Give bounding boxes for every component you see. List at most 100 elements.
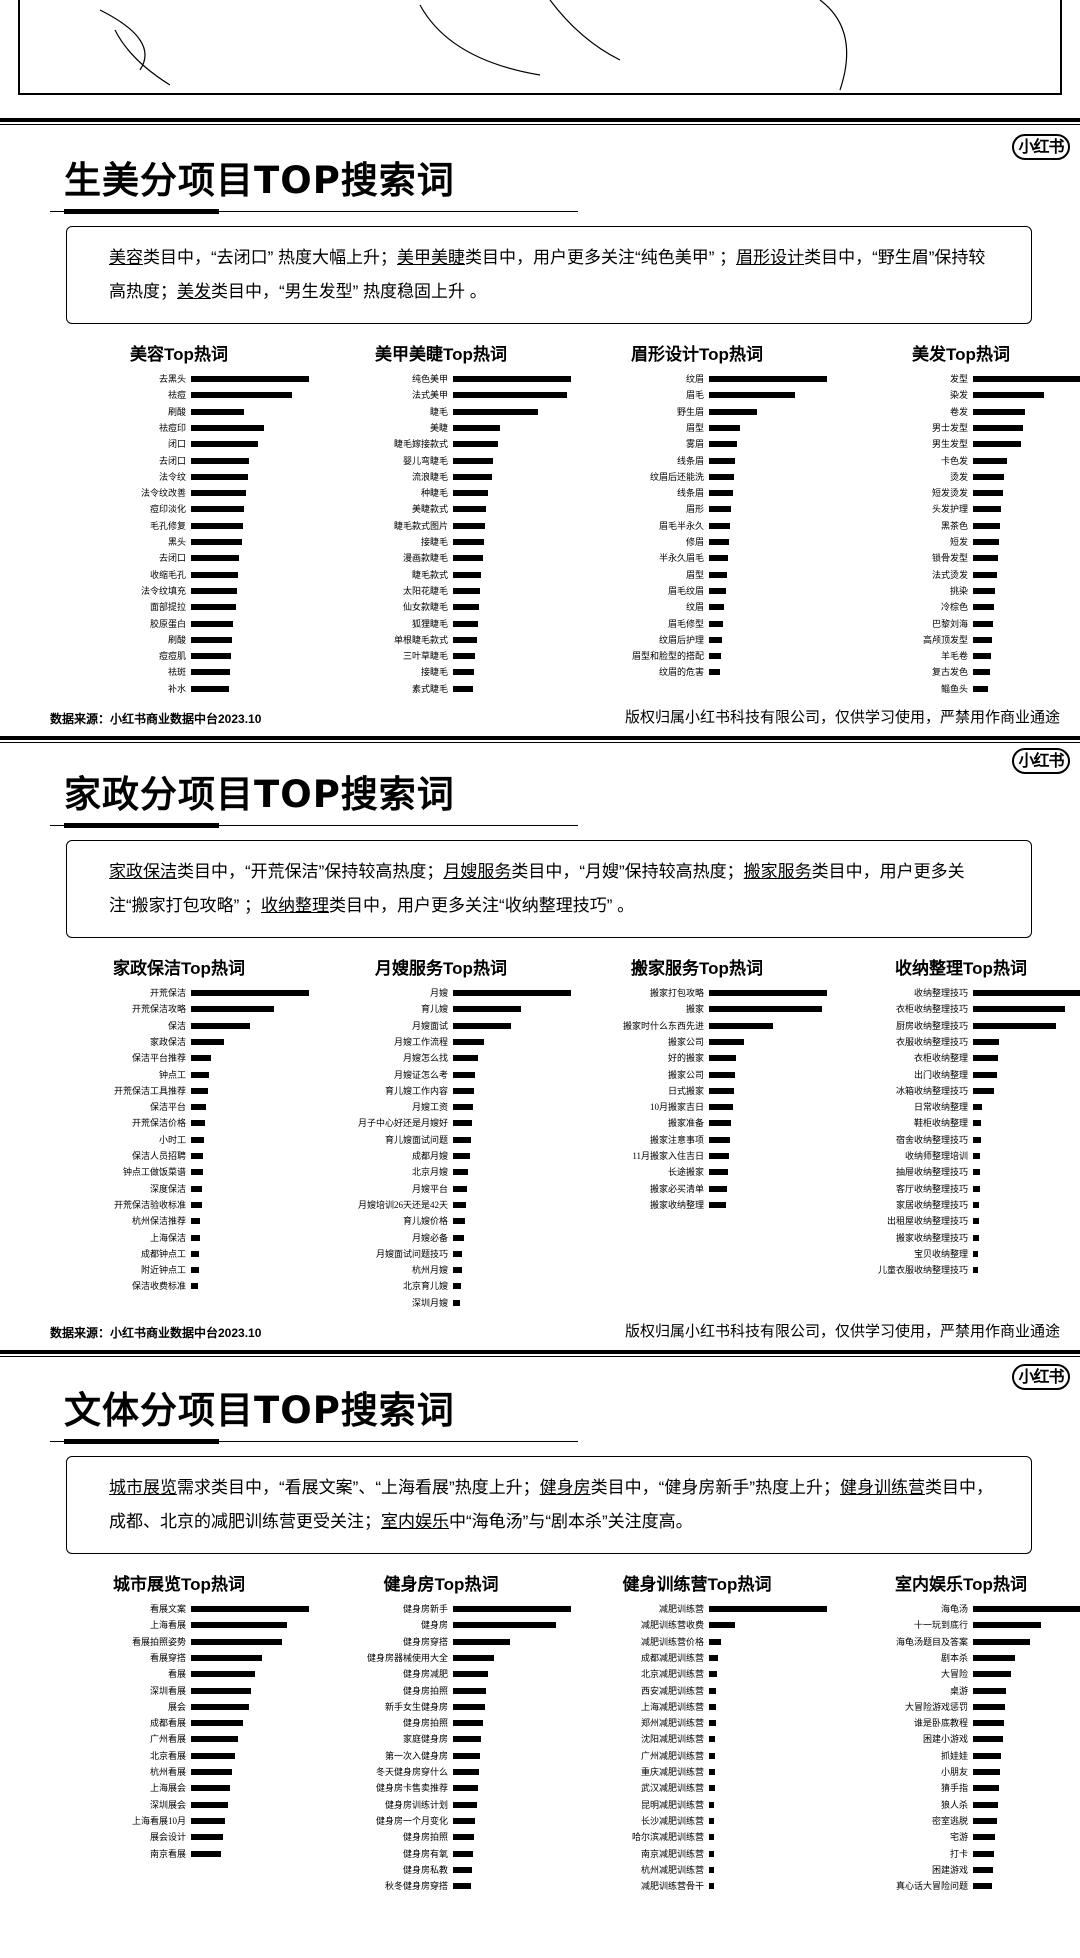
chart-row: 纯色美甲 [310, 372, 572, 386]
chart-row: 月嫂 [310, 986, 572, 1000]
keyword-label: 健身房有氧 [402, 1848, 448, 1859]
heat-bar [453, 1834, 475, 1841]
category-keyword: 健身训练营 [839, 1478, 925, 1497]
chart-row: 健身房器械使用大全 [310, 1651, 572, 1665]
chart-row: 睫毛款式图片 [310, 519, 572, 533]
heat-bar [709, 1104, 733, 1111]
summary-text: 需求类目中，“看展文案”、“上海看展”热度上升； [177, 1478, 540, 1497]
keyword-label: 日式搬家 [667, 1085, 704, 1096]
chart-row: 法式烫发 [830, 568, 1080, 582]
chart-row: 补水 [48, 682, 310, 696]
heat-bar [973, 1087, 995, 1094]
keyword-label: 钟点工做饭菜谱 [122, 1167, 186, 1178]
heat-bar [453, 408, 538, 415]
chart-row: 上海看展10月 [48, 1814, 310, 1828]
data-source-note: 数据来源：小红书商业数据中台2023.10 [50, 1326, 262, 1340]
summary-text: 类目中，用户更多关注“纯色美甲” ； [465, 248, 737, 267]
xiaohongshu-logo: 小红书 [1012, 1364, 1070, 1390]
heat-bar [973, 424, 1023, 431]
chart-row: 纹眉后还能洗 [566, 470, 828, 484]
chart-row: 鞋柜收纳整理 [830, 1116, 1080, 1130]
heat-bar [453, 587, 481, 594]
keyword-label: 宿舍收纳整理技巧 [895, 1134, 968, 1145]
keyword-label: 健身房训练计划 [384, 1799, 448, 1810]
heat-bar [191, 1687, 252, 1694]
keyword-label: 婴儿弯睫毛 [402, 455, 448, 466]
keyword-label: 看展拍照姿势 [131, 1636, 186, 1647]
heat-bar [709, 1638, 721, 1645]
chart-row: 狐狸睫毛 [310, 617, 572, 631]
chart-row: 狼人杀 [830, 1798, 1080, 1812]
summary-text: 类目中，“月嫂”保持较高热度； [511, 862, 744, 881]
chart-row: 搬家必买清单 [566, 1182, 828, 1196]
chart-row: 野生眉 [566, 405, 828, 419]
keyword-label: 客厅收纳整理技巧 [895, 1183, 968, 1194]
chart-row: 眉型 [566, 568, 828, 582]
heat-bar [709, 620, 724, 627]
heat-bar [973, 1218, 979, 1225]
heat-bar [191, 1654, 262, 1661]
keyword-label: 南京看展 [149, 1848, 186, 1859]
keyword-label: 眉毛 [685, 390, 704, 401]
keyword-label: 儿童衣服收纳整理技巧 [877, 1265, 968, 1276]
keyword-label: 困建小游戏 [922, 1734, 968, 1745]
keyword-label: 新手女生健身房 [384, 1701, 448, 1712]
keyword-label: 宅游 [949, 1832, 968, 1843]
chart-row: 宝贝收纳整理 [830, 1247, 1080, 1261]
heat-bar [453, 1687, 487, 1694]
heat-bar [453, 555, 483, 562]
keyword-label: 宝贝收纳整理 [913, 1248, 968, 1259]
keyword-label: 减肥训练营收费 [640, 1620, 704, 1631]
chart-row: 搬家收纳整理 [566, 1198, 828, 1212]
chart-row: 闭口 [48, 437, 310, 451]
keyword-label: 冷棕色 [940, 602, 968, 613]
keyword-label: 短发烫发 [931, 488, 968, 499]
keyword-label: 健身房卡售卖推荐 [375, 1783, 448, 1794]
section-divider [0, 118, 1080, 125]
heat-bar [453, 1883, 471, 1890]
title-accent-bar [64, 209, 219, 214]
keyword-label: 搬家 [685, 1004, 704, 1015]
chart-row: 育儿嫂面试问题 [310, 1133, 572, 1147]
keyword-label: 育儿嫂 [420, 1004, 448, 1015]
keyword-label: 开荒保洁工具推荐 [113, 1085, 186, 1096]
xiaohongshu-logo: 小红书 [1012, 748, 1070, 774]
chart-row: 祛痘印 [48, 421, 310, 435]
chart-row: 刷酸 [48, 633, 310, 647]
keyword-chart-4: 室内娱乐Top热词 海龟汤 十一玩到底行 海龟汤题目及答案 剧本杀 大冒险 桌游 大冒险游戏惩… [830, 1570, 1080, 1930]
keyword-label: 成都钟点工 [140, 1248, 186, 1259]
summary-box: 家政保洁类目中，“开荒保洁”保持较高热度；月嫂服务类目中，“月嫂”保持较高热度；… [66, 840, 1032, 938]
keyword-label: 眉毛修型 [667, 618, 704, 629]
heat-bar [453, 1299, 461, 1306]
keyword-label: 月嫂 [429, 988, 448, 998]
keyword-label: 纯色美甲 [411, 374, 448, 384]
heat-bar [453, 457, 494, 464]
keyword-label: 鲻鱼头 [940, 683, 968, 694]
category-keyword: 眉形设计 [736, 248, 805, 267]
chart-row: 搬家 [566, 1002, 828, 1016]
heat-bar [709, 1153, 730, 1159]
chart-row: 法令纹改善 [48, 486, 310, 500]
heat-bar [453, 473, 492, 480]
heat-bar [973, 1654, 1016, 1661]
keyword-label: 健身房穿搭 [402, 1636, 448, 1647]
chart-row: 祛痘 [48, 388, 310, 402]
keyword-label: 日常收纳整理 [913, 1102, 968, 1113]
keyword-label: 线条眉 [676, 455, 704, 466]
title-underline [50, 825, 578, 826]
chart-row: 宿舍收纳整理技巧 [830, 1133, 1080, 1147]
category-keyword: 健身房 [539, 1478, 591, 1497]
keyword-label: 11月搬家入住吉日 [632, 1151, 704, 1161]
heat-bar [709, 539, 730, 545]
heat-bar [973, 1850, 995, 1857]
heat-bar [453, 990, 571, 996]
chart-title: 健身训练营Top热词 [622, 1575, 772, 1594]
heat-bar [973, 392, 1044, 399]
heat-bar [191, 636, 233, 643]
keyword-label: 深圳展会 [149, 1799, 186, 1810]
keyword-label: 小朋友 [940, 1767, 968, 1777]
heat-bar [453, 1752, 481, 1759]
keyword-label: 半永久眉毛 [658, 553, 704, 564]
summary-text: 类目中，“野生眉”保持较高热度； [109, 248, 986, 301]
chart-row: 育儿嫂价格 [310, 1214, 572, 1228]
